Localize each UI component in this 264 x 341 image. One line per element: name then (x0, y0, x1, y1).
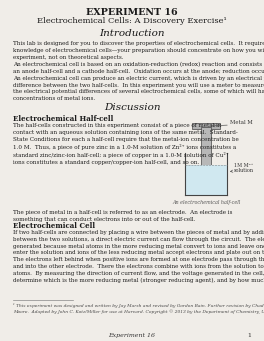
Text: If two half-cells are connected by placing a wire between the pieces of metal an: If two half-cells are connected by placi… (13, 230, 264, 283)
Text: Electrochemical Cell: Electrochemical Cell (13, 222, 95, 230)
Text: Electrochemical Half-cell: Electrochemical Half-cell (13, 115, 113, 123)
Text: Electrochemical Cells: A Discovery Exercise¹: Electrochemical Cells: A Discovery Exerc… (37, 17, 227, 25)
Text: Experiment 16: Experiment 16 (109, 333, 155, 338)
Text: 1M Mⁿ⁺
solution: 1M Mⁿ⁺ solution (234, 163, 254, 174)
Text: ¹ This experiment was designed and written by Jay Marsh and revised by Gordon Ba: ¹ This experiment was designed and writt… (13, 303, 264, 314)
Text: Introduction: Introduction (99, 29, 165, 38)
Text: EXPERIMENT 16: EXPERIMENT 16 (86, 8, 178, 17)
Text: Discussion: Discussion (104, 103, 160, 112)
Text: An electrochemical cell is based on an oxidation-reduction (redox) reaction and : An electrochemical cell is based on an o… (13, 62, 264, 101)
Bar (192, 123, 220, 129)
Text: An electrochemical half-cell: An electrochemical half-cell (172, 200, 240, 205)
Bar (185, 165, 227, 195)
Text: This lab is designed for you to discover the properties of electrochemical cells: This lab is designed for you to discover… (13, 41, 264, 60)
Text: The piece of metal in a half-cell is referred to as an electrode.  An electrode : The piece of metal in a half-cell is ref… (13, 210, 232, 222)
Text: The half-cells constructed in this experiment consist of a piece of metal in
con: The half-cells constructed in this exper… (13, 123, 239, 165)
Text: 1: 1 (247, 333, 251, 338)
Text: Metal M: Metal M (230, 120, 253, 125)
Bar (201, 127, 211, 175)
